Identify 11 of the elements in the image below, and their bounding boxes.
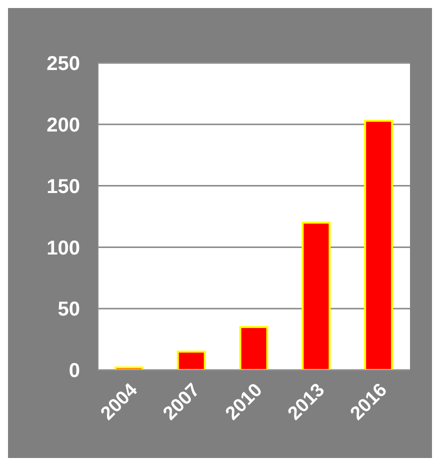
bar [114, 366, 144, 370]
y-tick-label: 0 [68, 360, 80, 382]
bar [239, 326, 268, 370]
y-tick-label: 250 [46, 53, 80, 76]
y-tick-label: 200 [46, 114, 80, 136]
bar [176, 350, 206, 370]
y-tick-label: 150 [46, 176, 80, 198]
y-tick-label: 100 [46, 237, 80, 260]
bar [302, 222, 331, 370]
y-tick-label: 50 [58, 298, 80, 321]
bar [364, 120, 394, 370]
